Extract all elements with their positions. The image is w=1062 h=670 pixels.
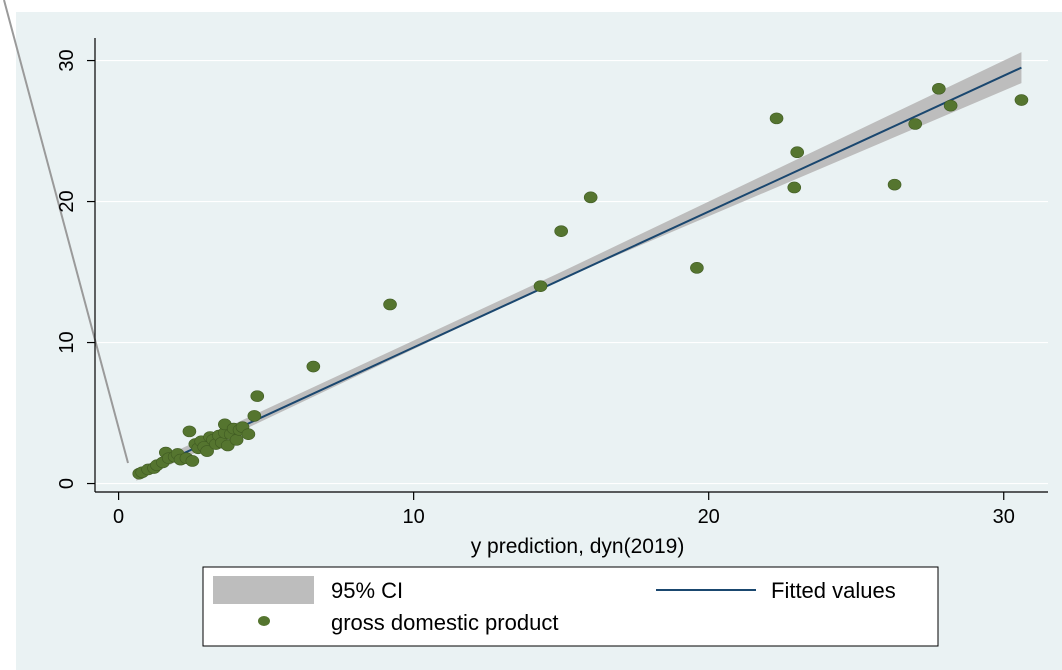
diagonal-line [3, 0, 129, 464]
data-point [229, 434, 244, 446]
legend-point-label: gross domestic product [331, 610, 558, 635]
data-point [306, 360, 321, 373]
data-point [943, 99, 958, 112]
data-point [583, 191, 598, 204]
data-point [533, 280, 548, 292]
data-point [932, 82, 946, 95]
y-tick-label: 10 [56, 331, 78, 353]
data-point [241, 428, 256, 440]
x-tick-label: 20 [698, 506, 720, 528]
legend-fit-label: Fitted values [771, 578, 896, 603]
scatter-points [132, 82, 1029, 480]
data-point [790, 146, 805, 159]
data-point [185, 455, 200, 467]
data-point [250, 390, 265, 402]
y-tick-label: 0 [56, 478, 78, 489]
x-tick-label: 10 [403, 506, 425, 528]
legend-ci-swatch [213, 576, 314, 604]
legend-box [202, 566, 939, 647]
data-point [200, 445, 214, 457]
legend-ci-label: 95% CI [331, 578, 403, 603]
fitted-line [135, 66, 1022, 476]
x-tick-label: 0 [113, 506, 124, 528]
data-point [787, 181, 802, 194]
legend: 95% CI Fitted values gross domestic prod… [202, 566, 939, 647]
gridlines [95, 59, 1048, 485]
data-point [1014, 94, 1029, 106]
data-point [554, 225, 568, 237]
x-axis-title: y prediction, dyn(2019) [471, 535, 685, 558]
data-point [690, 262, 704, 274]
data-point [383, 298, 397, 311]
y-tick-label: 30 [56, 49, 78, 71]
legend-point-swatch [258, 616, 270, 626]
x-tick-label: 30 [993, 506, 1015, 528]
y-tick-label: 20 [56, 190, 78, 212]
data-point [182, 425, 197, 438]
data-point [887, 178, 902, 191]
data-point [247, 410, 262, 422]
data-point [769, 112, 784, 125]
axes: 0 10 20 30 0 10 20 30 [56, 38, 1048, 528]
data-point [908, 118, 923, 130]
